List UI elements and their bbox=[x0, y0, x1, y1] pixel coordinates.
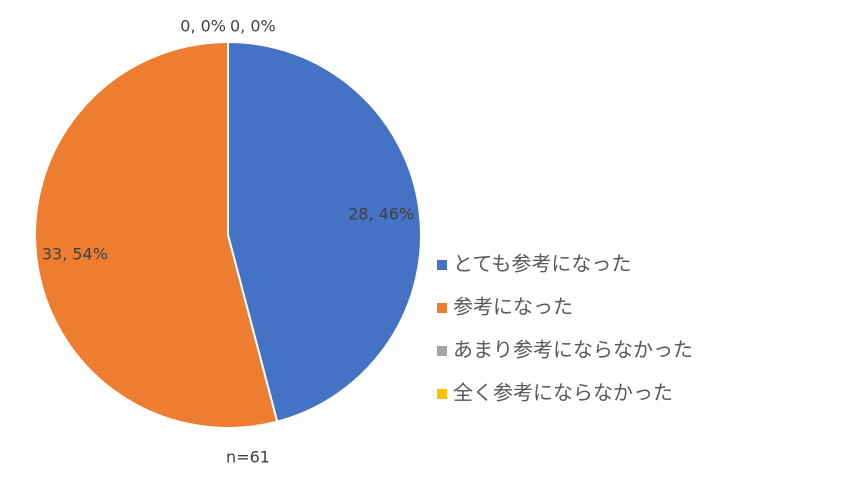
sample-size-note: n=61 bbox=[226, 448, 270, 467]
legend-label: あまり参考にならなかった bbox=[453, 338, 693, 362]
slice-label: 0, 0% bbox=[180, 17, 226, 36]
legend-label: 全く参考にならなかった bbox=[453, 381, 673, 405]
legend-swatch bbox=[437, 389, 447, 399]
legend-swatch bbox=[437, 260, 447, 270]
slice-label: 33, 54% bbox=[42, 244, 108, 263]
pie-slice bbox=[227, 40, 422, 423]
slice-label: 28, 46% bbox=[348, 205, 414, 224]
pie-slice bbox=[34, 40, 279, 429]
legend-swatch bbox=[437, 303, 447, 313]
slice-label: 0, 0% bbox=[230, 17, 276, 36]
legend-label: 参考になった bbox=[453, 295, 573, 319]
legend-swatch bbox=[437, 346, 447, 356]
legend-label: とても参考になった bbox=[453, 252, 631, 276]
